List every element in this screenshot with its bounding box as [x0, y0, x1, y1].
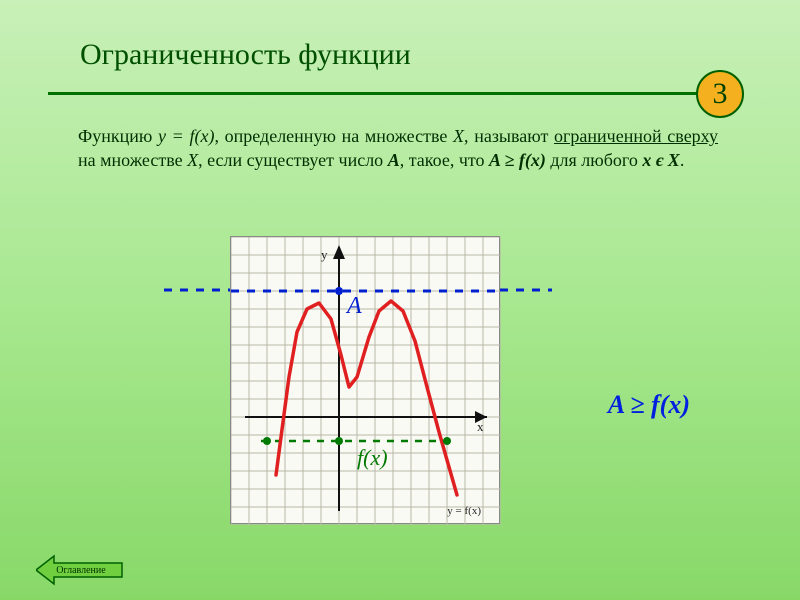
chart-caption: y = f(x): [447, 505, 481, 517]
badge-number: 3: [713, 77, 728, 111]
chart-container: y x A f(x) y = f(x): [230, 236, 500, 524]
label-fx: f(x): [357, 445, 388, 471]
y-axis-label: y: [321, 247, 328, 263]
page-number-badge: 3: [696, 70, 744, 118]
toc-button[interactable]: Оглавление: [36, 554, 126, 586]
function-chart: [231, 237, 501, 525]
title-underline: [48, 92, 718, 95]
x-axis-label: x: [477, 419, 484, 435]
inequality-formula: A ≥ f(x): [608, 390, 690, 420]
label-a: A: [347, 293, 362, 320]
page-title: Ограниченность функции: [80, 38, 411, 72]
definition-text: Функцию y = f(x), определенную на множес…: [78, 124, 718, 173]
toc-label: Оглавление: [53, 565, 109, 576]
